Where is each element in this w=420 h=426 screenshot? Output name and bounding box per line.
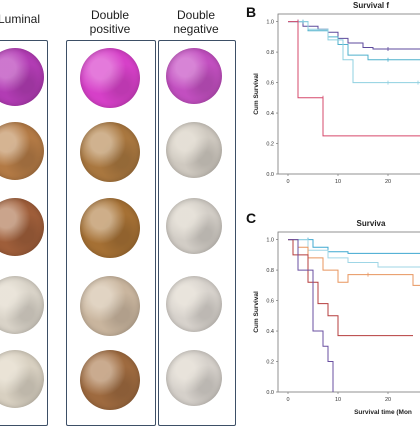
tissue-core-luminal-row-1 [0, 48, 44, 106]
x-tick-label: 10 [335, 179, 341, 185]
tissue-core-double-positive-row-3 [80, 198, 140, 258]
x-tick-label: 0 [286, 397, 289, 403]
tissue-core-double-negative-row-1 [166, 48, 222, 104]
x-tick-label: 20 [385, 179, 391, 185]
survival-curve-3 [288, 239, 420, 286]
y-axis-label: Cum Survival [253, 291, 260, 333]
survival-curve-4 [288, 21, 420, 137]
y-tick-label: 0.8 [266, 268, 274, 274]
plot-area [277, 13, 420, 175]
survival-chart-b: Survival f 0.0 0.2 0.4 0.6 0.8 1.0 0 10 20 Cum Sur… [253, 1, 420, 185]
tissue-core-double-negative-row-5 [166, 350, 222, 406]
y-tick-label: 1.0 [266, 20, 274, 26]
y-tick-label: 0.8 [266, 50, 274, 56]
panel-letter-b: B [246, 4, 257, 20]
tissue-core-double-negative-row-3 [166, 198, 222, 254]
tissue-core-double-positive-row-5 [80, 350, 140, 410]
survival-curve-1 [288, 21, 420, 50]
chart-title: Surviva [357, 219, 386, 228]
plot-area [277, 231, 420, 393]
survival-curve-4 [288, 239, 413, 337]
x-axis-label: Survival time (Mon [354, 409, 412, 416]
survival-curve-2 [288, 239, 420, 268]
survival-chart-c: Surviva 0.0 0.2 0.4 0.6 0.8 1.0 0 10 20 Cum Surviv… [253, 219, 420, 416]
y-tick-label: 0.4 [266, 111, 274, 117]
y-tick-label: 0.4 [266, 329, 274, 335]
tissue-core-double-positive-row-2 [80, 122, 140, 182]
tissue-core-double-negative-row-2 [166, 122, 222, 178]
tissue-core-double-positive-row-1 [80, 48, 140, 108]
y-tick-label: 0.6 [266, 299, 274, 305]
survival-curve-1 [288, 239, 420, 254]
y-axis-label: Cum Survival [253, 73, 260, 115]
y-tick-label: 1.0 [266, 238, 274, 244]
column-header-double-positive: Double positive [89, 8, 131, 36]
x-tick-label: 10 [335, 397, 341, 403]
column-header-double-negative: Double negative [173, 8, 219, 36]
chart-title: Survival f [353, 1, 389, 10]
y-tick-label: 0.2 [266, 142, 274, 148]
tissue-core-double-negative-row-4 [166, 276, 222, 332]
tissue-core-double-positive-row-4 [80, 276, 140, 336]
survival-curve-5 [288, 239, 334, 392]
x-tick-label: 20 [385, 397, 391, 403]
y-tick-label: 0.0 [266, 172, 274, 178]
column-header-luminal: Luminal [0, 12, 41, 26]
survival-curve-3 [288, 21, 420, 84]
y-tick-label: 0.0 [266, 390, 274, 396]
y-tick-label: 0.2 [266, 360, 274, 366]
x-tick-label: 0 [286, 179, 289, 185]
panel-letter-c: C [246, 210, 257, 226]
y-tick-label: 0.6 [266, 81, 274, 87]
